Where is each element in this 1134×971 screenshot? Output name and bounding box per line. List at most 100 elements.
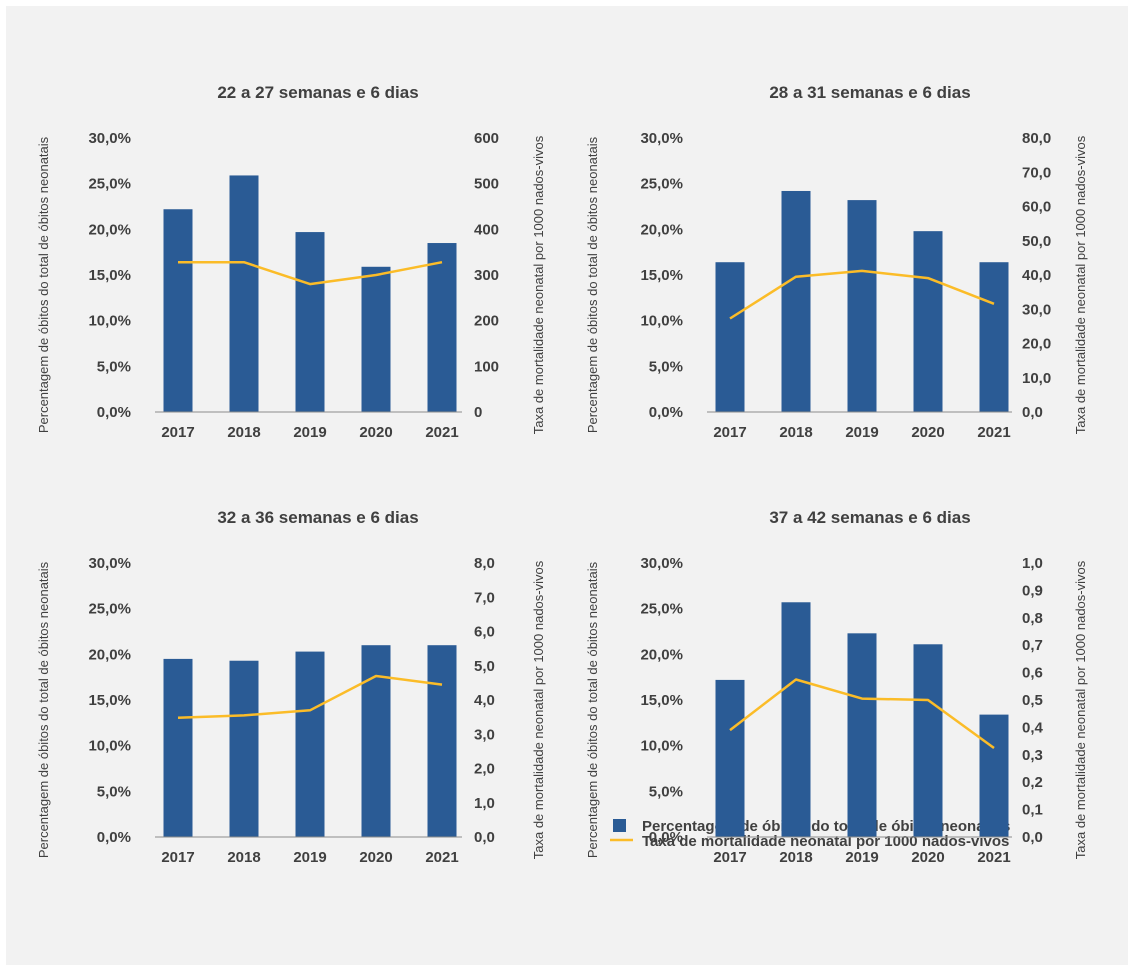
left-tick-label: 25,0% (88, 176, 131, 193)
x-tick-label: 2017 (713, 424, 746, 441)
x-tick-label: 2018 (227, 849, 260, 866)
right-tick-label: 0,9 (1022, 582, 1043, 599)
left-tick-label: 25,0% (88, 601, 131, 618)
x-tick-label: 2020 (911, 849, 944, 866)
bar (979, 714, 1009, 837)
legend-bar-swatch (613, 819, 626, 832)
left-tick-label: 5,0% (649, 358, 683, 375)
right-tick-label: 0,5 (1022, 692, 1043, 709)
left-tick-label: 0,0% (97, 404, 131, 421)
left-tick-label: 25,0% (640, 601, 683, 618)
left-tick-label: 30,0% (640, 555, 683, 572)
right-tick-label: 1,0 (1022, 555, 1043, 572)
right-tick-label: 80,0 (1022, 130, 1051, 147)
chart-title: 37 a 42 semanas e 6 dias (769, 508, 970, 527)
chart-title: 28 a 31 semanas e 6 dias (769, 83, 970, 102)
right-tick-label: 0,0 (1022, 404, 1043, 421)
right-tick-label: 600 (474, 130, 499, 147)
right-tick-label: 300 (474, 267, 499, 284)
right-tick-label: 1,0 (474, 795, 495, 812)
rate-line (177, 674, 443, 720)
right-tick-label: 30,0 (1022, 301, 1051, 318)
x-tick-label: 2018 (227, 424, 260, 441)
rate-line (729, 269, 995, 320)
left-tick-label: 25,0% (640, 176, 683, 193)
left-tick-label: 0,0% (649, 829, 683, 846)
right-tick-label: 10,0 (1022, 370, 1051, 387)
right-tick-label: 40,0 (1022, 267, 1051, 284)
right-tick-label: 500 (474, 176, 499, 193)
left-tick-label: 0,0% (97, 829, 131, 846)
bar (361, 266, 391, 412)
x-tick-label: 2017 (713, 849, 746, 866)
chart-title: 22 a 27 semanas e 6 dias (217, 83, 418, 102)
bar (229, 175, 259, 412)
bar (781, 190, 811, 412)
left-tick-label: 20,0% (640, 646, 683, 663)
right-tick-label: 0 (474, 404, 482, 421)
bar (781, 602, 811, 837)
left-tick-label: 5,0% (649, 783, 683, 800)
x-tick-label: 2021 (425, 424, 458, 441)
left-tick-label: 15,0% (640, 692, 683, 709)
chart-title: 32 a 36 semanas e 6 dias (217, 508, 418, 527)
bar (715, 679, 745, 837)
x-tick-label: 2021 (977, 424, 1010, 441)
left-tick-label: 10,0% (640, 738, 683, 755)
right-tick-label: 0,6 (1022, 665, 1043, 682)
bar (847, 200, 877, 412)
x-tick-label: 2020 (911, 424, 944, 441)
y-axis-title-left: Percentagem de óbitos do total de óbitos… (585, 136, 600, 433)
left-tick-label: 15,0% (640, 267, 683, 284)
left-tick-label: 30,0% (88, 130, 131, 147)
bar (913, 644, 943, 837)
right-tick-label: 0,4 (1022, 719, 1044, 736)
bar (847, 633, 877, 837)
chart-panel-1: 22 a 27 semanas e 6 dias 0,0% 5,0% 10,0% 15,… (36, 83, 546, 441)
right-tick-label: 70,0 (1022, 164, 1051, 181)
right-tick-label: 6,0 (474, 624, 495, 641)
y-axis-title-right: Taxa de mortalidade neonatal por 1000 na… (1073, 135, 1088, 434)
bar (427, 645, 457, 837)
right-tick-label: 400 (474, 221, 499, 238)
rate-line (178, 260, 443, 286)
right-tick-label: 0,0 (1022, 829, 1043, 846)
right-tick-label: 0,3 (1022, 747, 1043, 764)
right-tick-label: 5,0 (474, 658, 495, 675)
right-tick-label: 4,0 (474, 692, 495, 709)
right-tick-label: 7,0 (474, 589, 495, 606)
left-tick-label: 10,0% (640, 313, 683, 330)
right-tick-label: 50,0 (1022, 233, 1051, 250)
x-tick-label: 2021 (977, 849, 1010, 866)
left-tick-label: 10,0% (88, 313, 131, 330)
x-tick-label: 2019 (845, 424, 878, 441)
x-tick-label: 2019 (293, 424, 326, 441)
left-tick-label: 15,0% (88, 267, 131, 284)
left-tick-label: 10,0% (88, 738, 131, 755)
chart-panel-4: 37 a 42 semanas e 6 dias 0,0% 5,0% 10,0% 15,… (585, 508, 1088, 866)
left-tick-label: 0,0% (649, 404, 683, 421)
left-tick-label: 20,0% (88, 646, 131, 663)
legend-line-label: Taxa de mortalidade neonatal por 1000 na… (642, 833, 1009, 850)
bar (361, 645, 391, 837)
right-tick-label: 0,7 (1022, 637, 1043, 654)
x-tick-label: 2018 (779, 424, 812, 441)
right-tick-label: 0,1 (1022, 802, 1043, 819)
bar (427, 243, 457, 412)
left-tick-label: 20,0% (640, 221, 683, 238)
right-tick-label: 2,0 (474, 761, 495, 778)
bar (913, 231, 943, 412)
right-tick-label: 200 (474, 313, 499, 330)
bar (163, 209, 193, 412)
x-tick-label: 2020 (359, 849, 392, 866)
y-axis-title-left: Percentagem de óbitos do total de óbitos… (36, 561, 51, 858)
left-tick-label: 5,0% (97, 783, 131, 800)
right-tick-label: 100 (474, 358, 499, 375)
chart-panel-3: 32 a 36 semanas e 6 dias 0,0% 5,0% 10,0% 15,… (36, 508, 546, 866)
left-tick-label: 5,0% (97, 358, 131, 375)
right-tick-label: 60,0 (1022, 199, 1051, 216)
bar (163, 658, 193, 837)
left-tick-label: 15,0% (88, 692, 131, 709)
left-tick-label: 20,0% (88, 221, 131, 238)
